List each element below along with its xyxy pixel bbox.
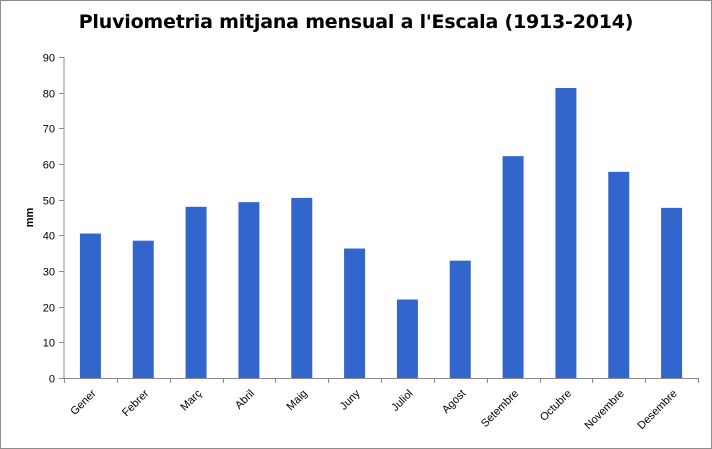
y-tick-label: 30 [43, 267, 55, 279]
x-tick-label: Gener [68, 387, 98, 417]
x-tick-label: Setembre [479, 388, 521, 430]
bar-mar- [185, 206, 207, 378]
x-tick-label: Novembre [583, 388, 627, 432]
bar-juliol [396, 299, 418, 378]
x-tick-label: Octubre [538, 388, 574, 424]
x-tick-label: Juliol [389, 388, 415, 414]
y-tick-label: 70 [43, 124, 55, 136]
bar-febrer [132, 240, 154, 378]
chart-title: Pluviometria mitjana mensual a l'Escala … [78, 11, 634, 33]
x-tick-label: Febrer [120, 387, 152, 419]
y-axis-label: mm [24, 208, 36, 228]
x-tick-label: Agost [440, 388, 468, 416]
bar-abril [238, 202, 260, 378]
bar-agost [449, 260, 471, 378]
x-tick-label: Desembre [635, 388, 679, 432]
y-tick-label: 60 [43, 160, 55, 172]
y-tick-label: 20 [43, 303, 55, 315]
y-tick-label: 90 [43, 53, 55, 65]
bar-desembre [661, 207, 683, 378]
bar-octubre [555, 88, 577, 378]
x-tick-label: Juny [338, 387, 363, 412]
x-tick-label: Maig [285, 388, 310, 413]
y-tick-label: 40 [43, 231, 55, 243]
bar-novembre [608, 171, 630, 378]
y-tick-label: 0 [49, 374, 55, 386]
bar-setembre [502, 156, 524, 378]
y-tick-label: 10 [43, 338, 55, 350]
bar-juny [344, 248, 366, 378]
bar-gener [79, 233, 101, 378]
x-tick-label: Abril [233, 388, 257, 412]
x-tick-label: Març [178, 387, 204, 413]
bar-maig [291, 197, 313, 378]
y-tick-label: 50 [43, 196, 55, 208]
y-tick-label: 80 [43, 89, 55, 101]
